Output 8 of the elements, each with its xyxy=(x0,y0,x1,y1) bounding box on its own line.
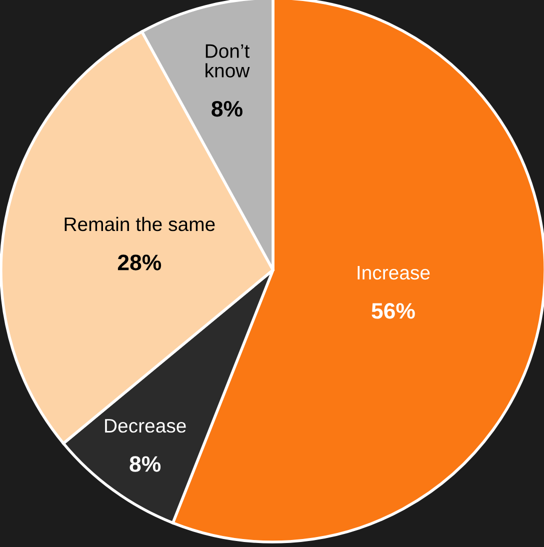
data-label: 28% xyxy=(118,254,162,270)
data-label: 56% xyxy=(372,303,415,319)
data-label: 8% xyxy=(212,100,242,117)
slice-label: Decrease xyxy=(105,419,186,433)
slice-label: Don’t know xyxy=(206,44,250,78)
slice-label: Increase xyxy=(358,266,430,280)
slice-label: Remain the same xyxy=(64,216,215,232)
data-label: 8% xyxy=(130,456,161,472)
